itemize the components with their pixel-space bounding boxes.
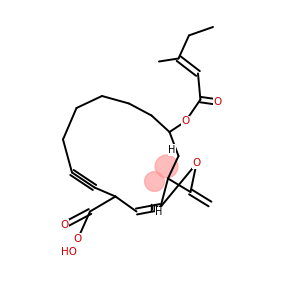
Circle shape xyxy=(155,155,178,178)
Text: HO: HO xyxy=(61,247,77,257)
Text: H: H xyxy=(168,145,175,155)
Text: H: H xyxy=(155,207,163,218)
Text: O: O xyxy=(74,233,82,244)
Text: O: O xyxy=(213,97,222,107)
Text: O: O xyxy=(192,158,201,169)
Text: O: O xyxy=(60,220,69,230)
Circle shape xyxy=(145,172,164,191)
Text: O: O xyxy=(181,116,190,127)
